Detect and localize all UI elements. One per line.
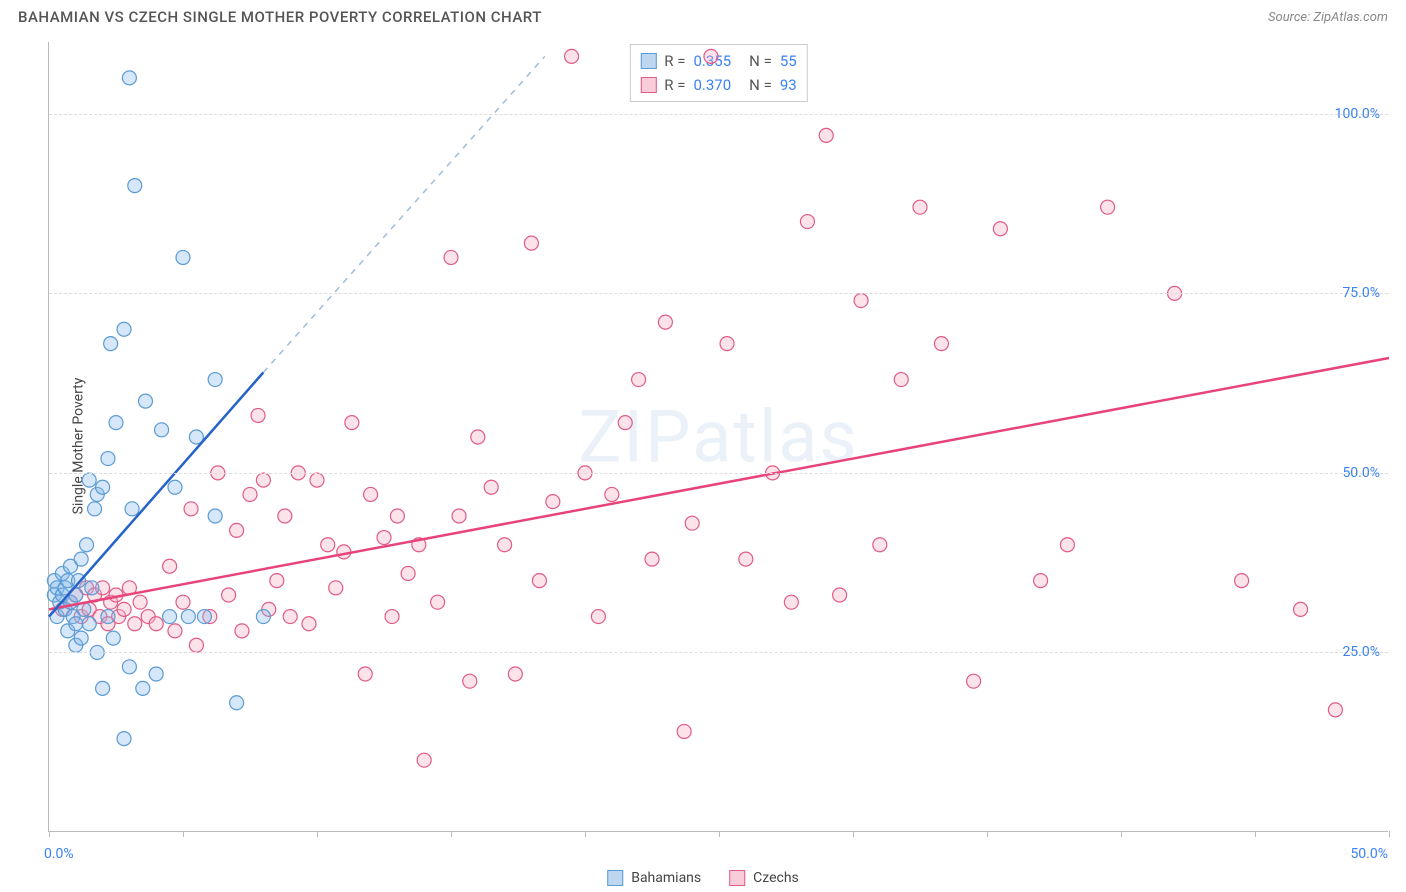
y-tick-label: 25.0% <box>1342 644 1380 660</box>
legend-swatch-bahamians <box>607 870 623 886</box>
x-axis-max-label: 50.0% <box>1350 846 1388 862</box>
legend-item-bahamians: Bahamians <box>607 870 701 886</box>
y-tick-label: 100.0% <box>1335 106 1380 122</box>
chart-title: BAHAMIAN VS CZECH SINGLE MOTHER POVERTY … <box>18 8 542 26</box>
chart-plot-area: ZIPatlas R = 0.355 N = 55 R = 0.370 N = … <box>48 42 1388 832</box>
scatter-svg <box>49 42 1388 831</box>
x-axis-min-label: 0.0% <box>44 846 74 862</box>
bottom-legend: Bahamians Czechs <box>607 870 799 886</box>
legend-item-czechs: Czechs <box>729 870 799 886</box>
legend-swatch-czechs <box>729 870 745 886</box>
y-tick-label: 75.0% <box>1342 285 1380 301</box>
legend-label-czechs: Czechs <box>753 870 799 886</box>
legend-label-bahamians: Bahamians <box>631 870 701 886</box>
source-attribution: Source: ZipAtlas.com <box>1268 10 1388 25</box>
y-tick-label: 50.0% <box>1342 465 1380 481</box>
